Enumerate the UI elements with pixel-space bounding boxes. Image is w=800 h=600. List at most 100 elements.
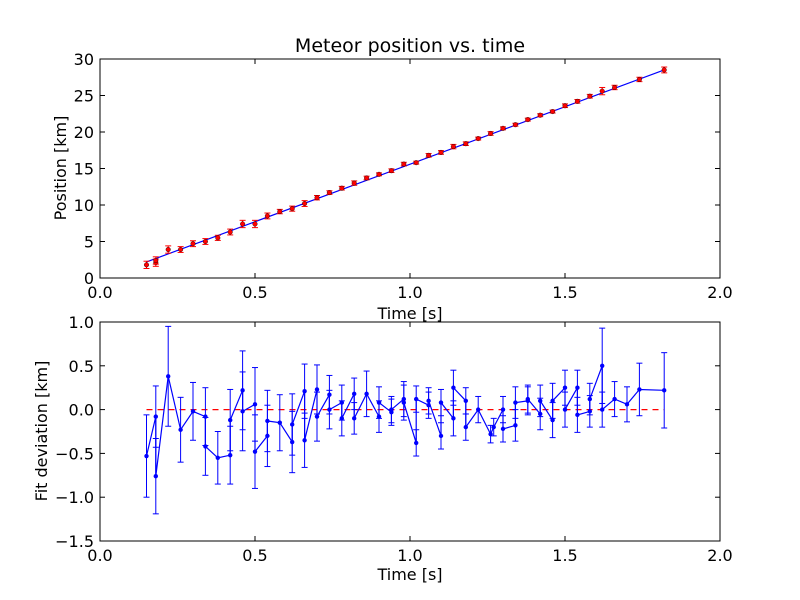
deviation-data-point bbox=[637, 387, 642, 392]
position-data-point bbox=[413, 160, 419, 166]
deviation-data-point bbox=[463, 398, 468, 404]
deviation-plot-area: 0.0 0.5 1.0 1.5 2.0 −1.5 −1.0 −0.5 0.0 0.5 1.0 bbox=[55, 313, 733, 565]
position-data-point bbox=[326, 190, 332, 196]
deviation-data-point bbox=[265, 433, 270, 439]
deviation-data-point bbox=[352, 416, 357, 421]
position-x-tick-label: 0.0 bbox=[87, 283, 112, 302]
position-data-point bbox=[463, 141, 469, 147]
deviation-data-point bbox=[525, 396, 530, 402]
deviation-data-point bbox=[228, 417, 233, 423]
position-data-point bbox=[488, 130, 494, 136]
position-y-tick-label: 0 bbox=[84, 269, 94, 288]
deviation-data-point bbox=[451, 416, 456, 421]
deviation-data-point bbox=[265, 418, 270, 424]
deviation-data-point bbox=[587, 409, 592, 414]
deviation-data-point bbox=[203, 444, 208, 449]
position-x-tick-label: 2.0 bbox=[707, 283, 732, 302]
deviation-data-point bbox=[575, 385, 580, 390]
position-data-point bbox=[314, 195, 320, 201]
position-data-point bbox=[215, 235, 221, 241]
position-data-point bbox=[178, 247, 184, 253]
position-plot-x-axis-label: Time [s] bbox=[376, 304, 442, 323]
deviation-data-point bbox=[290, 439, 295, 445]
deviation-data-point bbox=[339, 400, 344, 405]
deviation-data-point bbox=[538, 411, 543, 417]
deviation-data-point bbox=[600, 363, 605, 368]
position-x-tick-label: 0.5 bbox=[242, 283, 267, 302]
deviation-data-point bbox=[438, 433, 444, 439]
deviation-data-point bbox=[314, 414, 320, 419]
deviation-x-tick-label: 1.0 bbox=[397, 546, 422, 565]
deviation-x-tick-label: 2.0 bbox=[707, 546, 732, 565]
deviation-data-point bbox=[500, 426, 506, 432]
position-data-point bbox=[599, 88, 605, 94]
deviation-data-point bbox=[290, 422, 295, 427]
position-y-tick-label: 30 bbox=[74, 50, 94, 69]
position-data-point bbox=[240, 221, 246, 227]
deviation-data-point bbox=[302, 438, 307, 443]
deviation-data-point bbox=[228, 452, 233, 458]
deviation-data-point bbox=[488, 431, 493, 437]
deviation-data-point bbox=[376, 414, 382, 419]
position-data-point bbox=[289, 206, 295, 212]
position-y-tick-label: 15 bbox=[74, 160, 94, 179]
position-data-point bbox=[364, 175, 370, 181]
deviation-data-point bbox=[513, 400, 518, 405]
deviation-plot: Time [s] Fit deviation [km] 0.0 0.5 1.0 1.5… bbox=[32, 313, 733, 584]
position-data-point bbox=[339, 185, 345, 191]
deviation-data-point bbox=[587, 396, 592, 402]
position-data-point bbox=[612, 84, 618, 90]
deviation-data-point bbox=[389, 407, 394, 412]
deviation-data-point bbox=[426, 398, 431, 404]
deviation-y-tick-label: 0.0 bbox=[69, 401, 94, 420]
deviation-data-point bbox=[302, 389, 307, 394]
position-data-point bbox=[525, 117, 531, 123]
deviation-frame bbox=[99, 321, 721, 542]
deviation-data-point bbox=[500, 407, 506, 412]
position-plot-title: Meteor position vs. time bbox=[295, 35, 525, 57]
deviation-data-point bbox=[463, 424, 468, 430]
position-data-point bbox=[277, 209, 283, 215]
deviation-data-point bbox=[426, 403, 431, 408]
position-data-point bbox=[500, 125, 506, 131]
deviation-y-tick-label: 1.0 bbox=[69, 313, 94, 332]
position-data-point bbox=[202, 238, 208, 244]
deviation-data-point bbox=[364, 391, 369, 397]
position-data-point bbox=[587, 93, 593, 99]
position-data-point bbox=[550, 109, 556, 115]
position-data-point bbox=[227, 229, 233, 235]
deviation-data-point bbox=[190, 409, 196, 414]
deviation-y-tick-label: −0.5 bbox=[55, 444, 94, 463]
deviation-y-tick-label: −1.5 bbox=[55, 532, 94, 551]
deviation-x-tick-label: 0.5 bbox=[242, 546, 267, 565]
position-plot-y-axis-label: Position [km] bbox=[51, 116, 70, 221]
deviation-data-point bbox=[624, 402, 630, 407]
deviation-data-point bbox=[401, 400, 406, 405]
deviation-data-point bbox=[252, 402, 258, 407]
deviation-data-point bbox=[612, 396, 617, 402]
deviation-y-tick-label: 0.5 bbox=[69, 357, 94, 376]
deviation-data-point bbox=[414, 440, 419, 446]
deviation-data-point bbox=[339, 416, 344, 421]
position-y-tick-label: 5 bbox=[84, 233, 94, 252]
deviation-data-point bbox=[376, 400, 382, 405]
deviation-data-point bbox=[562, 407, 568, 412]
deviation-data-point bbox=[538, 398, 543, 404]
deviation-data-point bbox=[144, 453, 149, 459]
position-y-tick-label: 25 bbox=[74, 87, 94, 106]
deviation-plot-x-axis-label: Time [s] bbox=[376, 565, 442, 584]
position-data-point bbox=[143, 262, 149, 268]
position-data-point bbox=[537, 112, 543, 118]
deviation-data-point bbox=[550, 398, 555, 404]
deviation-data-point bbox=[600, 407, 605, 412]
deviation-x-tick-label: 1.5 bbox=[552, 546, 577, 565]
deviation-data-point bbox=[178, 427, 183, 432]
position-data-point bbox=[574, 98, 580, 104]
deviation-data-point bbox=[327, 392, 332, 397]
deviation-plot-y-axis-label: Fit deviation [km] bbox=[32, 361, 51, 502]
deviation-data-point bbox=[438, 400, 444, 405]
position-plot-area: 0.0 0.5 1.0 1.5 2.0 0 5 10 15 20 25 30 bbox=[74, 50, 733, 302]
deviation-data-point bbox=[414, 396, 419, 402]
deviation-data-point bbox=[562, 385, 568, 390]
